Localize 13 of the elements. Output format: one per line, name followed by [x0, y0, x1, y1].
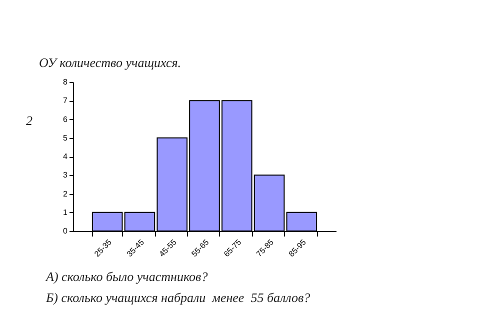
y-tick-label: 6 — [63, 114, 68, 124]
chart-title: ОУ количество учащихся. — [39, 55, 182, 70]
y-tick-label: 1 — [63, 208, 68, 217]
text: А) сколько было участников? — [46, 269, 208, 285]
y-tick-label: 4 — [63, 152, 68, 161]
y-tick-label: 2 — [63, 189, 68, 198]
text: Б) сколько учащихся набрали менее 55 баллов? — [46, 290, 310, 306]
text: 2 — [26, 113, 32, 129]
y-tick-label: 3 — [63, 170, 68, 180]
y-tick-label: 5 — [63, 133, 68, 142]
y-tick-label: 0 — [63, 226, 68, 236]
y-tick-label: 8 — [63, 78, 68, 86]
y-tick-label: 7 — [63, 96, 68, 106]
